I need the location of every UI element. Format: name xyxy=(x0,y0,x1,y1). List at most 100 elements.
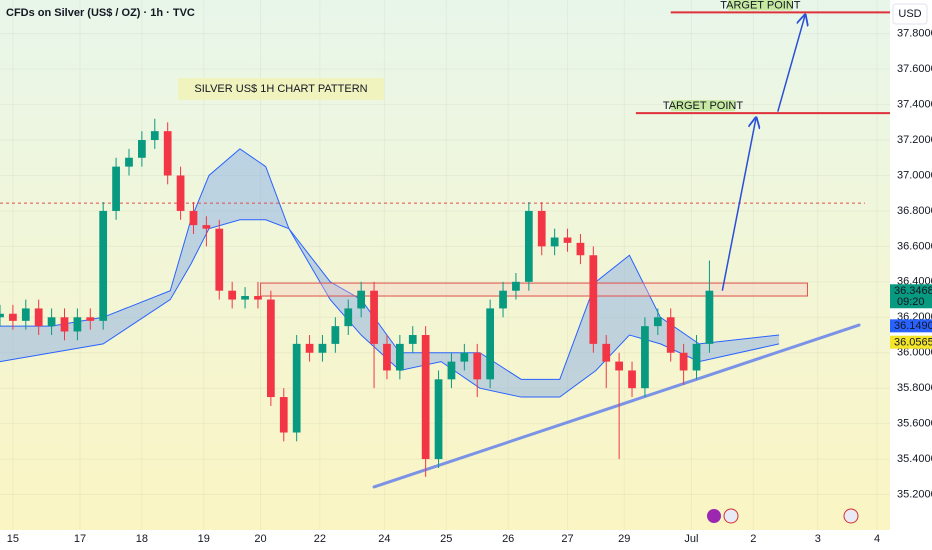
candle-body xyxy=(408,335,417,344)
candle-body xyxy=(370,290,378,344)
candle-body xyxy=(0,313,4,318)
candle-body xyxy=(163,131,172,176)
x-tick-label: 29 xyxy=(618,533,630,545)
candle-body xyxy=(628,370,636,389)
candle-body xyxy=(125,157,133,167)
x-tick-label: 26 xyxy=(502,533,514,545)
candle-body xyxy=(576,242,585,256)
candle-body xyxy=(189,210,198,226)
price-tag-label: 36.1490 xyxy=(894,320,932,332)
candle-body xyxy=(331,326,340,344)
y-tick-label: 37.6000 xyxy=(897,63,932,75)
candle-body xyxy=(524,210,533,282)
x-tick-label: 4 xyxy=(874,533,880,545)
price-axis-background xyxy=(890,0,932,550)
candle-body xyxy=(241,296,249,300)
candle-body xyxy=(21,308,30,321)
plot-background xyxy=(0,0,890,530)
candle-body xyxy=(228,290,237,300)
candle-body xyxy=(138,140,146,158)
x-tick-label: 19 xyxy=(198,533,210,545)
target-label-bg xyxy=(670,100,735,112)
candle-body xyxy=(705,290,714,344)
x-tick-label: 17 xyxy=(74,533,86,545)
currency-box xyxy=(892,3,928,25)
candle-body xyxy=(653,317,662,327)
candle-body xyxy=(267,299,275,398)
candle-body xyxy=(357,290,366,309)
x-tick-label: 20 xyxy=(254,533,266,545)
candle-body xyxy=(486,308,495,380)
y-tick-label: 37.8000 xyxy=(897,28,932,40)
price-tag-label: 36.3468 xyxy=(894,285,932,297)
x-tick-label: 24 xyxy=(378,533,390,545)
chart-title: CFDs on Silver (US$ / OZ) · 1h · TVC xyxy=(6,7,195,19)
chart-label: SILVER US$ 1H CHART PATTERN xyxy=(194,83,367,95)
arrow xyxy=(721,119,756,291)
y-tick-label: 36.6000 xyxy=(897,240,932,252)
candle-body xyxy=(383,343,391,371)
x-tick-label: 27 xyxy=(561,533,573,545)
event-icon xyxy=(707,509,721,523)
candle-body xyxy=(641,326,649,389)
price-tag xyxy=(890,335,932,349)
candle-body xyxy=(73,317,82,332)
event-icon xyxy=(843,508,859,524)
candle-body xyxy=(473,352,482,380)
candle-body xyxy=(679,352,688,371)
candle-body xyxy=(434,379,443,460)
candle-body xyxy=(666,317,675,353)
candle-body xyxy=(305,343,314,353)
candle-body xyxy=(318,343,327,353)
time-axis-background xyxy=(0,530,890,550)
candle-body xyxy=(176,175,185,211)
candle-body xyxy=(150,131,159,141)
candle-body xyxy=(86,317,95,321)
y-tick-label: 37.0000 xyxy=(897,169,932,181)
y-tick-label: 37.4000 xyxy=(897,98,932,110)
candle-body xyxy=(537,210,546,247)
x-tick-label: 2 xyxy=(750,533,756,545)
resistance-zone xyxy=(260,282,808,297)
y-tick-label: 37.2000 xyxy=(897,134,932,146)
candle-body xyxy=(563,237,572,243)
price-tag-label: 36.0565 xyxy=(894,337,932,349)
y-tick-label: 35.2000 xyxy=(897,488,932,500)
y-tick-label: 35.6000 xyxy=(897,418,932,430)
x-tick-label: 3 xyxy=(815,533,821,545)
y-tick-label: 36.8000 xyxy=(897,205,932,217)
y-tick-label: 35.4000 xyxy=(897,453,932,465)
currency: USD xyxy=(898,8,921,20)
price-tag-countdown: 09:20 xyxy=(897,296,925,308)
candle-body xyxy=(344,308,353,327)
candle-body xyxy=(512,281,520,291)
candle-body xyxy=(47,317,56,327)
candle-body xyxy=(279,397,288,433)
candle-body xyxy=(421,335,430,460)
x-tick-label: Jul xyxy=(684,533,698,545)
candle-body xyxy=(34,308,43,327)
price-tag xyxy=(890,319,932,333)
y-tick-label: 36.0000 xyxy=(897,347,932,359)
target-label: TARGET POINT xyxy=(720,0,801,11)
candle-body xyxy=(395,343,404,371)
candle-body xyxy=(589,255,598,344)
candle-body xyxy=(602,343,611,362)
event-icon xyxy=(723,508,739,524)
chart-layer: TARGET POINT TARGET POINT SILVER US$ 1H CH… xyxy=(0,0,890,530)
x-tick-label: 18 xyxy=(136,533,148,545)
price-tag xyxy=(890,284,932,309)
candle-body xyxy=(615,361,623,371)
candle-body xyxy=(254,296,262,300)
candle-body xyxy=(60,317,69,332)
chart-label-bg xyxy=(178,78,384,100)
target-label: TARGET POINT xyxy=(663,100,744,112)
candle-body xyxy=(202,225,211,229)
candle-body xyxy=(99,210,108,321)
x-tick-label: 25 xyxy=(440,533,452,545)
target-label-bg xyxy=(728,0,793,11)
candle-body xyxy=(460,352,469,362)
candle-body xyxy=(550,237,559,247)
